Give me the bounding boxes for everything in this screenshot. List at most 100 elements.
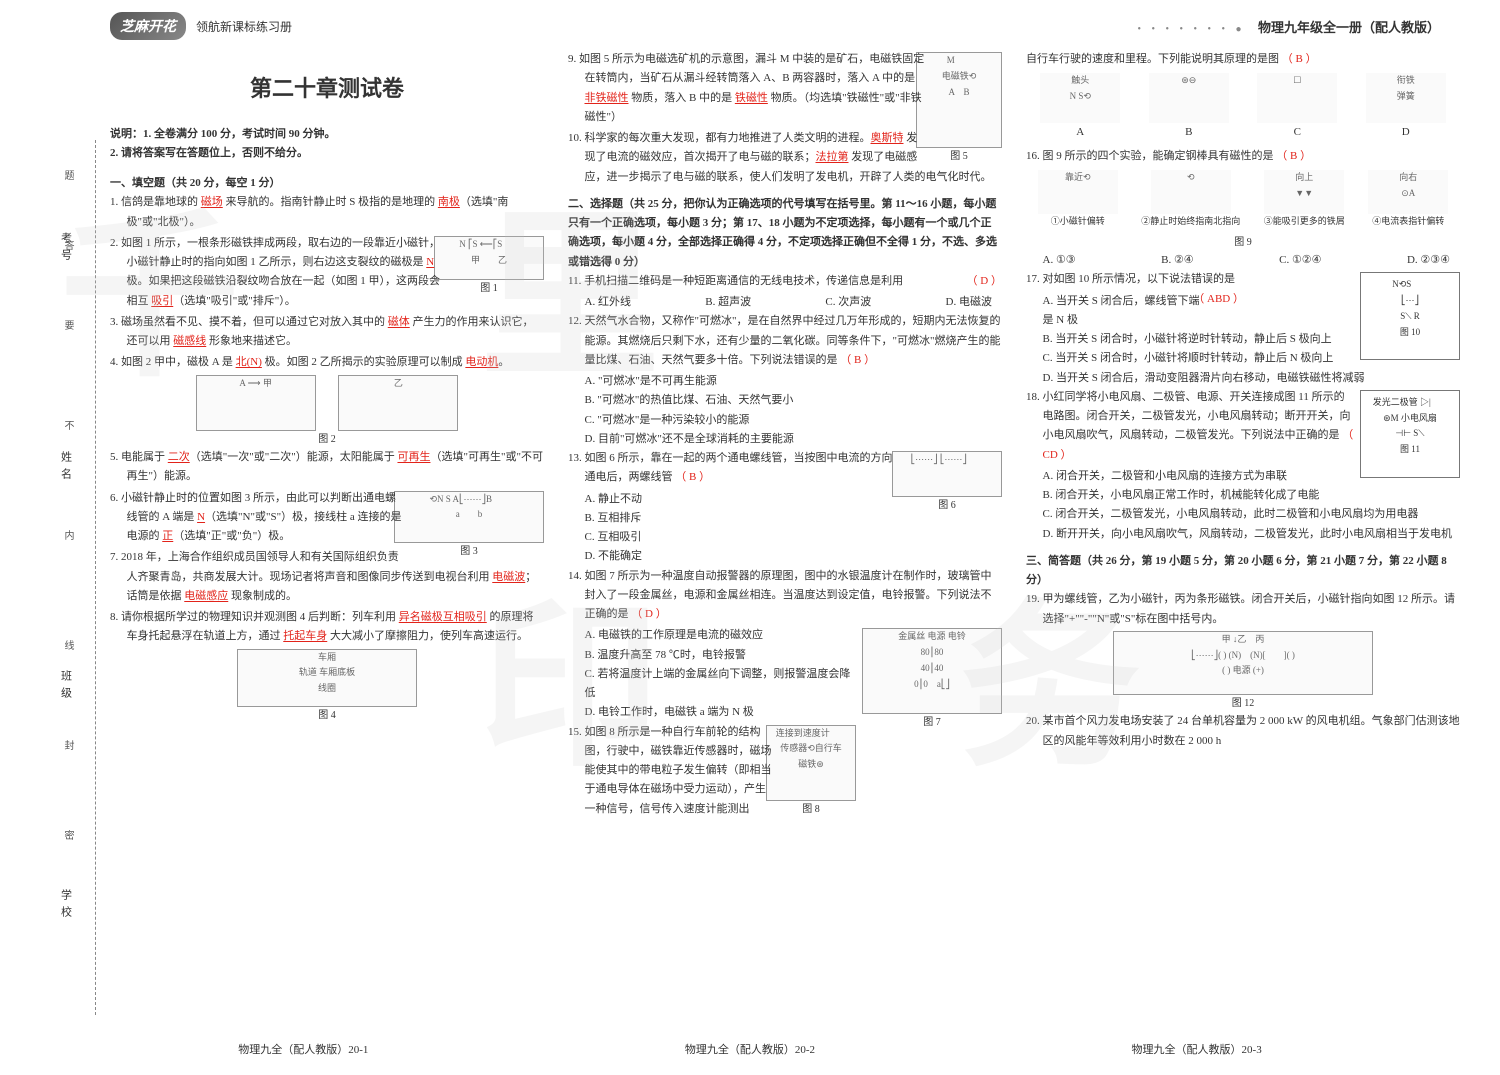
q1-text-a: 1. 信鸽是靠地球的 (110, 196, 201, 208)
q7-ans1: 电磁波 (492, 571, 525, 583)
fig6: ⎣⋯⋯⎦ ⎣⋯⋯⎦ 图 6 (909, 451, 1003, 515)
q2-ans1: N (426, 256, 434, 268)
fig9-cap-4: ④电流表指针偏转 (1368, 214, 1448, 230)
fig11-led: 发光二极管 (1373, 397, 1418, 407)
binding-margin: 考号 姓名 班级 学校 (36, 140, 96, 1015)
fig9: 靠近⟲①小磁针偏转 ⟲②静止时始终指南北指向 向上▼▼③能吸引更多的铁屑 向右⊙… (1026, 170, 1460, 230)
footers: 物理九全（配人教版）20-1 物理九全（配人教版）20-2 物理九全（配人教版）… (0, 1041, 1500, 1057)
content-columns: 第二十章测试卷 说明：1. 全卷满分 100 分，考试时间 90 分钟。 2. … (0, 46, 1500, 1026)
q15: 连接到速度计传感器⟲自行车磁铁⊛ 图 8 15. 如图 8 所示是一种自行车前轮… (568, 723, 1002, 819)
fig-abcd: 触头N S⟲A ⊛⊖B ☐C 衔铁弹簧D (1026, 73, 1460, 142)
section-1-head: 一、填空题（共 20 分，每空 1 分） (110, 174, 544, 193)
q15-text: 15. 如图 8 所示是一种自行车前轮的结构图，行驶中，磁铁靠近传感器时，磁场能… (568, 726, 772, 815)
q3-ans2: 磁感线 (173, 335, 206, 347)
column-2: M电磁铁⟲A B 图 5 9. 如图 5 所示为电磁选矿机的示意图，漏斗 M 中… (568, 50, 1002, 1026)
q18: 发光二极管 ▷| ⊛M 小电风扇 ⊣⊢ S⟍ 图 11 18. 小红同学将小电风… (1026, 388, 1460, 465)
q18-opt-d: D. 断开开关，向小电风扇吹气，风扇转动，二极管发光，此时小电风扇相当于发电机 (1043, 525, 1461, 544)
q3: 3. 磁场虽然看不见、摸不着，但可以通过它对放入其中的 磁体 产生力的作用来认识… (110, 313, 544, 352)
fig-a-label: A (1040, 123, 1120, 142)
page-header: 芝麻开花 领航新课标练习册 • • • • • • • ● 物理九年级全一册（配… (0, 0, 1500, 46)
q1-ans1: 磁场 (201, 196, 223, 208)
q12-opts: A. "可燃冰"是不可再生能源 B. "可燃冰"的热值比煤、石油、天然气要小 C… (568, 372, 1002, 449)
fig-b-label: B (1149, 123, 1229, 142)
q4-text-b: 极。如图 2 乙所揭示的实验原理可以制成 (262, 356, 466, 368)
section-3-head: 三、简答题（共 26 分，第 19 小题 5 分，第 20 小题 6 分，第 2… (1026, 552, 1460, 591)
chapter-title: 第二十章测试卷 (110, 70, 544, 109)
q12-opt-a: A. "可燃冰"是不可再生能源 (585, 372, 1003, 391)
fig9-cap-1: ①小磁针偏转 (1038, 214, 1118, 230)
q10-text-a: 10. 科学家的每次重大发现，都有力地推进了人类文明的进程。 (568, 132, 871, 144)
fig7: 金属丝 电源 电铃80⎮8040⎮400⎮0 a⎣⎦ 图 7 (862, 628, 1002, 732)
q20-text: 20. 某市首个风力发电场安装了 24 台单机容量为 2 000 kW 的风电机… (1026, 715, 1460, 746)
fig-c-label: C (1257, 123, 1337, 142)
q11-opt-c: C. 次声波 (825, 293, 871, 312)
instr-2: 2. 请将答案写在答题位上，否则不给分。 (110, 144, 544, 164)
side-label-3: 姓名 (58, 451, 74, 485)
q14: 14. 如图 7 所示为一种温度自动报警器的原理图，图中的水银温度计在制作时，玻… (568, 567, 1002, 625)
q8-ans2: 托起车身 (283, 630, 327, 642)
q16-opts: A. ①③ B. ②④ C. ①②④ D. ②③④ (1026, 251, 1460, 270)
footer-2: 物理九全（配人教版）20-2 (685, 1041, 815, 1057)
fig4-label: 图 4 (110, 707, 544, 725)
q11-opts: A. 红外线 B. 超声波 C. 次声波 D. 电磁波 (568, 293, 1002, 312)
q18-opts: A. 闭合开关，二极管和小电风扇的连接方式为串联 B. 闭合开关，小电风扇正常工… (1026, 467, 1460, 544)
fig-d-label: D (1366, 123, 1446, 142)
q8-text-c: 大大减小了摩擦阻力，使列车高速运行。 (327, 630, 528, 642)
side-note-6: 要 (60, 320, 75, 330)
q5-text-a: 5. 电能属于 (110, 451, 168, 463)
q18-opt-c: C. 闭合开关，二极管发光，小电风扇转动，此时二极管和小电风扇均为用电器 (1043, 505, 1461, 524)
q4-text-a: 4. 如图 2 甲中，磁极 A 是 (110, 356, 236, 368)
q16-text: 16. 图 9 所示的四个实验，能确定钢棒具有磁性的是 (1026, 150, 1274, 162)
fig10: N⟲S⎣⋯⎦S⟍ R图 10 (1360, 272, 1460, 360)
q13: ⎣⋯⋯⎦ ⎣⋯⋯⎦ 图 6 13. 如图 6 所示，靠在一起的两个通电螺线管，当… (568, 449, 1002, 488)
q12-opt-d: D. 目前"可燃冰"还不是全球消耗的主要能源 (585, 430, 1003, 449)
q15-ans: （ B ） (1282, 53, 1317, 65)
q8-text-a: 8. 请你根据所学过的物理知识并观测图 4 后判断：列车利用 (110, 611, 399, 623)
q2-ans2: 吸引 (151, 295, 173, 307)
q4-ans2: 电动机 (465, 356, 498, 368)
q7-text-c: 现象制成的。 (228, 590, 297, 602)
q4-ans1: 北(N) (236, 356, 262, 368)
q13-ans: （ B ） (675, 471, 710, 483)
instructions: 说明：1. 全卷满分 100 分，考试时间 90 分钟。 2. 请将答案写在答题… (110, 125, 544, 165)
fig8: 连接到速度计传感器⟲自行车磁铁⊛ 图 8 (783, 725, 857, 819)
fig12-label: 图 12 (1026, 695, 1460, 713)
q13-text: 13. 如图 6 所示，靠在一起的两个通电螺线管，当按图中电流的方向通电后，两螺… (568, 452, 893, 483)
q20: 20. 某市首个风力发电场安装了 24 台单机容量为 2 000 kW 的风电机… (1026, 712, 1460, 751)
q4-text-c: 。 (498, 356, 509, 368)
q9: M电磁铁⟲A B 图 5 9. 如图 5 所示为电磁选矿机的示意图，漏斗 M 中… (568, 50, 1002, 127)
fig2-label: 图 2 (110, 431, 544, 449)
q17: N⟲S⎣⋯⎦S⟍ R图 10 17. 对如图 10 所示情况，以下说法错误的是 … (1026, 270, 1460, 289)
q17-ans: （ ABD ） (1210, 290, 1244, 309)
q19: 19. 甲为螺线管，乙为小磁针，丙为条形磁铁。闭合开关后，小磁针指向如图 12 … (1026, 590, 1460, 629)
q3-text-c: 形象地来描述它。 (206, 335, 297, 347)
fig3-label: 图 3 (411, 543, 545, 561)
fig9-cap-3: ③能吸引更多的铁屑 (1264, 214, 1345, 230)
header-dots: • • • • • • • ● (1137, 24, 1245, 35)
q9-ans2: 铁磁性 (735, 92, 768, 104)
q5: 5. 电能属于 二次（选填"一次"或"二次"）能源，太阳能属于 可再生（选填"可… (110, 448, 544, 487)
q3-ans1: 磁体 (388, 316, 410, 328)
q6-text-c: （选填"正"或"负"）极。 (173, 530, 290, 542)
header-subtitle: 领航新课标练习册 (196, 18, 292, 35)
q15-cont: 自行车行驶的速度和里程。下列能说明其原理的是图 （ B ） (1026, 50, 1460, 69)
fig2: A ⟶ 甲 乙 图 2 (110, 375, 544, 449)
column-3: 自行车行驶的速度和里程。下列能说明其原理的是图 （ B ） 触头N S⟲A ⊛⊖… (1026, 50, 1460, 1026)
fig1-label: 图 1 (451, 280, 545, 298)
q16-opt-c: C. ①②④ (1279, 251, 1321, 270)
instr-1: 说明：1. 全卷满分 100 分，考试时间 90 分钟。 (110, 125, 544, 145)
q13-opt-c: C. 互相吸引 (585, 528, 1003, 547)
q17-opt-d: D. 当开关 S 闭合后，滑动变阻器滑片向右移动，电磁铁磁性将减弱 (1043, 369, 1461, 388)
q6-ans1: N (197, 511, 205, 523)
q9-text-a: 9. 如图 5 所示为电磁选矿机的示意图，漏斗 M 中装的是矿石，电磁铁固定在转… (568, 53, 924, 84)
q11-opt-d: D. 电磁波 (946, 293, 992, 312)
q9-text-b: 物质，落入 B 中的是 (629, 92, 735, 104)
q8: 8. 请你根据所学过的物理知识并观测图 4 后判断：列车利用 异名磁极互相吸引 … (110, 608, 544, 647)
q13-opt-d: D. 不能确定 (585, 547, 1003, 566)
q8-ans1: 异名磁极互相吸引 (399, 611, 487, 623)
side-note-2: 封 (60, 740, 75, 750)
q11-text: 11. 手机扫描二维码是一种短距离通信的无线电技术，传递信息是利用 (568, 275, 903, 287)
brand-logo: 芝麻开花 (110, 12, 186, 40)
q6-ans2: 正 (162, 530, 173, 542)
fig10-label: 图 10 (1400, 327, 1420, 337)
